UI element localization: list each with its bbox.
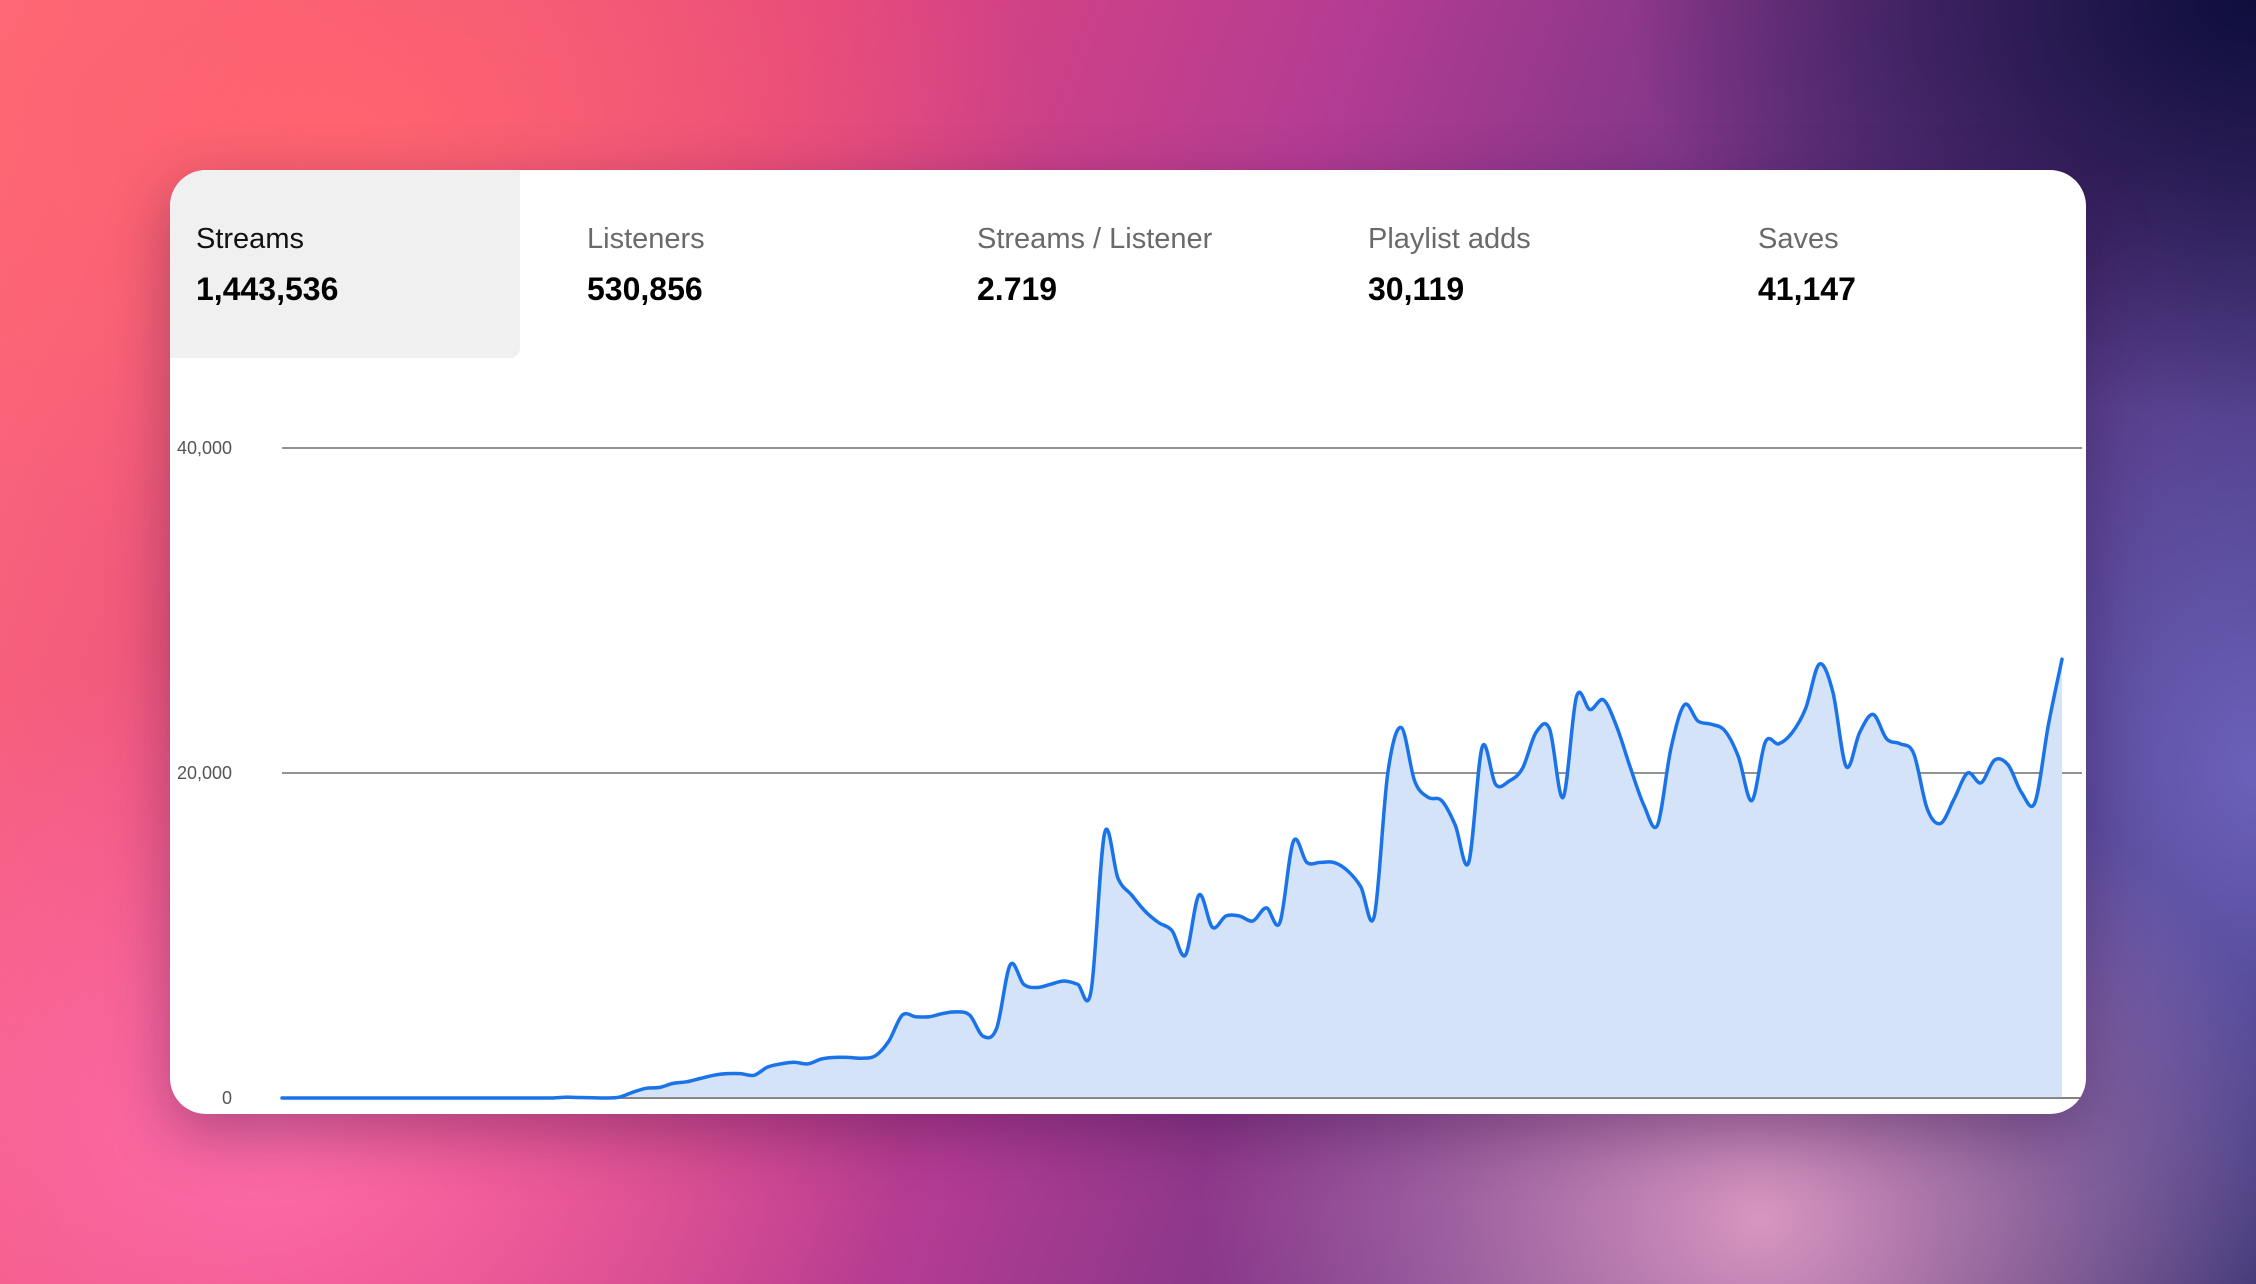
tab-label: Playlist adds (1368, 223, 1531, 255)
streams-chart: 0 20,000 40,000 (177, 438, 2082, 1108)
y-tick-label: 40,000 (177, 438, 232, 458)
y-tick-label: 0 (222, 1088, 232, 1108)
tab-streams[interactable]: Streams 1,443,536 (170, 170, 520, 358)
tab-value: 530,856 (587, 271, 703, 307)
metric-tabs: Streams 1,443,536 Listeners 530,856 Stre… (170, 170, 2086, 358)
tab-streams-per-listener[interactable]: Streams / Listener 2.719 (951, 170, 1301, 358)
tab-value: 2.719 (977, 271, 1058, 307)
stats-card: Streams 1,443,536 Listeners 530,856 Stre… (170, 170, 2086, 1114)
tab-listeners[interactable]: Listeners 530,856 (561, 170, 911, 358)
series-area (282, 659, 2062, 1099)
tab-saves[interactable]: Saves 41,147 (1732, 170, 2082, 358)
series-line (280, 657, 2064, 1100)
tab-label: Listeners (587, 223, 705, 255)
tab-value: 41,147 (1758, 271, 1856, 307)
tab-label: Saves (1758, 223, 1839, 255)
tab-label: Streams (196, 223, 304, 255)
tab-playlist-adds[interactable]: Playlist adds 30,119 (1342, 170, 1692, 358)
tab-label: Streams / Listener (977, 223, 1213, 255)
tab-value: 30,119 (1368, 271, 1465, 307)
y-tick-label: 20,000 (177, 763, 232, 783)
tab-value: 1,443,536 (196, 271, 339, 307)
